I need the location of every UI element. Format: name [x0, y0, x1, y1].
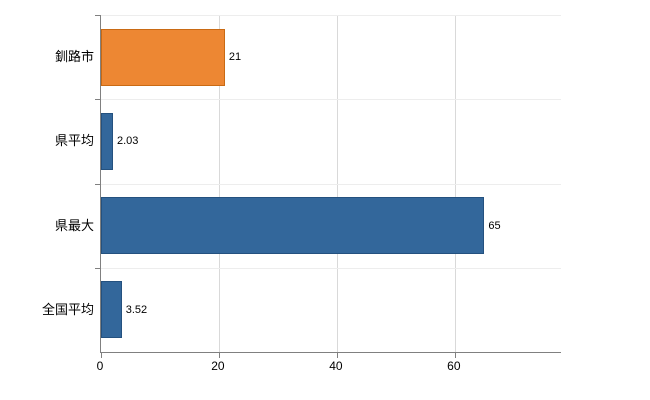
x-axis-tick [454, 353, 456, 358]
x-tick-label: 40 [329, 359, 343, 373]
x-tick-label: 0 [96, 359, 104, 373]
x-axis-tick [336, 353, 338, 358]
y-axis-tick [95, 183, 100, 185]
category-label: 全国平均 [41, 301, 94, 317]
x-tick-label: 60 [447, 359, 461, 373]
bar-value-label: 3.52 [125, 303, 148, 316]
horizontal-gridline [101, 15, 561, 16]
x-tick-label: 20 [211, 359, 225, 373]
bar-1 [101, 28, 225, 86]
horizontal-gridline [101, 183, 561, 185]
horizontal-gridline [101, 267, 561, 269]
bar-2 [101, 112, 113, 170]
bar-4 [101, 281, 122, 339]
y-axis-tick [95, 15, 100, 16]
y-axis-tick [95, 267, 100, 269]
bar-value-label: 21 [228, 51, 242, 64]
bar-value-label: 65 [488, 219, 501, 232]
x-axis-tick [101, 353, 102, 358]
horizontal-gridline [101, 99, 561, 101]
y-axis-tick [95, 99, 100, 101]
plot-area: 21 2.03 65 3.52 [95, 15, 561, 358]
category-label: 県平均 [54, 133, 94, 149]
bar-value-label: 2.03 [116, 135, 139, 148]
category-label: 釧路市 [54, 49, 94, 65]
bar-3 [101, 197, 485, 255]
category-label: 県最大 [54, 217, 94, 233]
x-axis-tick [218, 353, 220, 358]
